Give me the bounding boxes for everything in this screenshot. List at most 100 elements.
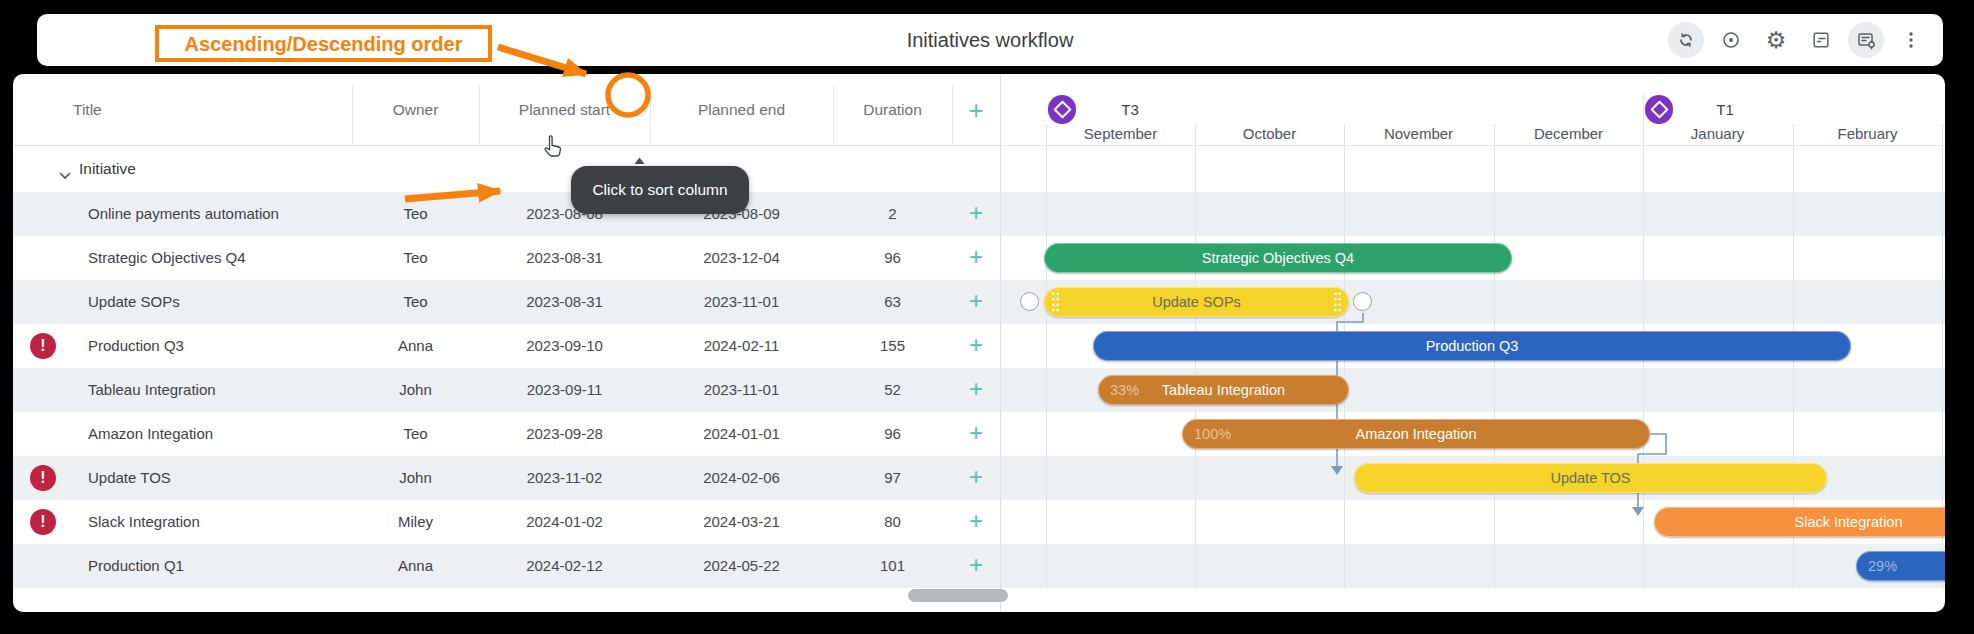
cell-owner[interactable]: Anna [352, 324, 479, 368]
milestone-icon[interactable] [1048, 95, 1076, 124]
add-subitem-button[interactable]: + [952, 192, 1000, 236]
add-subitem-button[interactable]: + [952, 412, 1000, 456]
add-column-button[interactable]: + [952, 74, 1000, 146]
cell-title[interactable]: Slack Integration [88, 500, 200, 544]
link-handle[interactable] [1020, 292, 1039, 311]
column-header-owner[interactable]: Owner [352, 74, 479, 146]
table-row[interactable]: ! Production Q3 Anna 2023-09-10 2024-02-… [13, 324, 1000, 368]
cell-owner[interactable]: Anna [352, 544, 479, 588]
cell-title[interactable]: Online payments automation [88, 192, 279, 236]
progress-label: 33% [1098, 375, 1139, 405]
cell-title[interactable]: Strategic Objectives Q4 [88, 236, 246, 280]
cell-duration[interactable]: 155 [833, 324, 952, 368]
table-row[interactable]: ! Slack Integration Miley 2024-01-02 202… [13, 500, 1000, 544]
cell-planned-start[interactable]: 2024-01-02 [479, 500, 650, 544]
progress-label: 100% [1182, 419, 1231, 449]
add-subitem-button[interactable]: + [952, 236, 1000, 280]
gantt-bar[interactable]: 29% [1856, 551, 1945, 581]
sync-icon[interactable] [1668, 22, 1704, 58]
chevron-down-icon[interactable] [59, 166, 71, 184]
resize-handle[interactable] [1051, 291, 1060, 313]
gantt-bar[interactable]: Production Q3 [1093, 331, 1851, 361]
cell-duration[interactable]: 101 [833, 544, 952, 588]
table-row[interactable]: Strategic Objectives Q4 Teo 2023-08-31 2… [13, 236, 1000, 280]
cell-title[interactable]: Tableau Integration [88, 368, 216, 412]
app-window: { "window": { "title": "Initiatives work… [0, 0, 1974, 634]
cell-title[interactable]: Update SOPs [88, 280, 180, 324]
board-settings-icon[interactable] [1848, 22, 1884, 58]
table-row[interactable]: Tableau Integration John 2023-09-11 2023… [13, 368, 1000, 412]
cell-planned-start[interactable]: 2023-09-11 [479, 368, 650, 412]
cell-owner[interactable]: John [352, 456, 479, 500]
gantt-bar[interactable]: 100% Amazon Integation [1182, 419, 1650, 449]
column-header-planned-start[interactable]: Planned start [479, 74, 650, 146]
cell-duration[interactable]: 97 [833, 456, 952, 500]
cell-planned-end[interactable]: 2023-11-01 [650, 368, 833, 412]
cell-title[interactable]: Production Q3 [88, 324, 184, 368]
kebab-menu-icon[interactable] [1893, 22, 1929, 58]
column-header-duration[interactable]: Duration [833, 74, 952, 146]
table-row[interactable]: Online payments automation Teo 2023-08-0… [13, 192, 1000, 236]
cell-planned-start[interactable]: 2024-02-12 [479, 544, 650, 588]
group-row-label[interactable]: Initiative [79, 146, 136, 192]
cell-planned-end[interactable]: 2024-02-06 [650, 456, 833, 500]
table-row[interactable]: ! Update TOS John 2023-11-02 2024-02-06 … [13, 456, 1000, 500]
cell-owner[interactable]: John [352, 368, 479, 412]
cell-duration[interactable]: 63 [833, 280, 952, 324]
add-subitem-button[interactable]: + [952, 324, 1000, 368]
quarter-label: T3 [1108, 95, 1152, 124]
target-icon[interactable] [1713, 22, 1749, 58]
cell-duration[interactable]: 2 [833, 192, 952, 236]
cell-owner[interactable]: Miley [352, 500, 479, 544]
gantt-bar[interactable]: Slack Integration [1654, 507, 1945, 537]
resize-handle[interactable] [1333, 291, 1342, 313]
cell-title[interactable]: Update TOS [88, 456, 171, 500]
add-subitem-button[interactable]: + [952, 456, 1000, 500]
cell-title[interactable]: Amazon Integation [88, 412, 213, 456]
cell-duration[interactable]: 52 [833, 368, 952, 412]
cell-planned-start[interactable]: 2023-08-31 [479, 280, 650, 324]
add-subitem-button[interactable]: + [952, 280, 1000, 324]
alert-icon: ! [30, 509, 56, 535]
gantt-bar[interactable]: Update TOS [1354, 463, 1827, 493]
cell-duration[interactable]: 96 [833, 236, 952, 280]
table-row[interactable]: Amazon Integation Teo 2023-09-28 2024-01… [13, 412, 1000, 456]
gantt-bar[interactable]: Update SOPs [1044, 287, 1349, 317]
cell-owner[interactable]: Teo [352, 280, 479, 324]
gantt-bar[interactable]: 33% Tableau Integration [1098, 375, 1349, 405]
cell-owner[interactable]: Teo [352, 412, 479, 456]
add-subitem-button[interactable]: + [952, 368, 1000, 412]
horizontal-scrollbar-thumb[interactable] [908, 589, 1008, 602]
cell-duration[interactable]: 96 [833, 412, 952, 456]
gantt-bar[interactable]: Strategic Objectives Q4 [1044, 243, 1512, 273]
table-row[interactable]: Update SOPs Teo 2023-08-31 2023-11-01 63… [13, 280, 1000, 324]
cell-planned-end[interactable]: 2023-12-04 [650, 236, 833, 280]
link-handle[interactable] [1353, 292, 1372, 311]
cell-planned-end[interactable]: 2024-03-21 [650, 500, 833, 544]
cell-owner[interactable]: Teo [352, 236, 479, 280]
add-subitem-button[interactable]: + [952, 500, 1000, 544]
notes-icon[interactable] [1803, 22, 1839, 58]
cell-title[interactable]: Production Q1 [88, 544, 184, 588]
cell-planned-start[interactable]: 2023-09-10 [479, 324, 650, 368]
cell-planned-start[interactable]: 2023-09-28 [479, 412, 650, 456]
cell-duration[interactable]: 80 [833, 500, 952, 544]
cell-owner[interactable]: Teo [352, 192, 479, 236]
add-subitem-button[interactable]: + [952, 544, 1000, 588]
milestone-icon[interactable] [1645, 95, 1673, 124]
cell-planned-start[interactable]: 2023-08-31 [479, 236, 650, 280]
cell-planned-end[interactable]: 2024-02-11 [650, 324, 833, 368]
table-row[interactable]: Production Q1 Anna 2024-02-12 2024-05-22… [13, 544, 1000, 588]
annotation-callout: Ascending/Descending order [155, 25, 492, 62]
month-label: December [1494, 124, 1643, 145]
cell-planned-end[interactable]: 2023-11-01 [650, 280, 833, 324]
settings-gear-icon[interactable]: ⚙ [1758, 22, 1794, 58]
gantt-bar-label: Tableau Integration [1162, 382, 1285, 398]
cell-planned-end[interactable]: 2024-05-22 [650, 544, 833, 588]
gantt-bar-label: Slack Integration [1794, 514, 1902, 530]
cell-planned-start[interactable]: 2023-11-02 [479, 456, 650, 500]
cell-planned-end[interactable]: 2024-01-01 [650, 412, 833, 456]
quarter-label: T1 [1703, 95, 1747, 124]
column-header-title[interactable]: Title [73, 74, 102, 146]
column-header-planned-end[interactable]: Planned end [650, 74, 833, 146]
